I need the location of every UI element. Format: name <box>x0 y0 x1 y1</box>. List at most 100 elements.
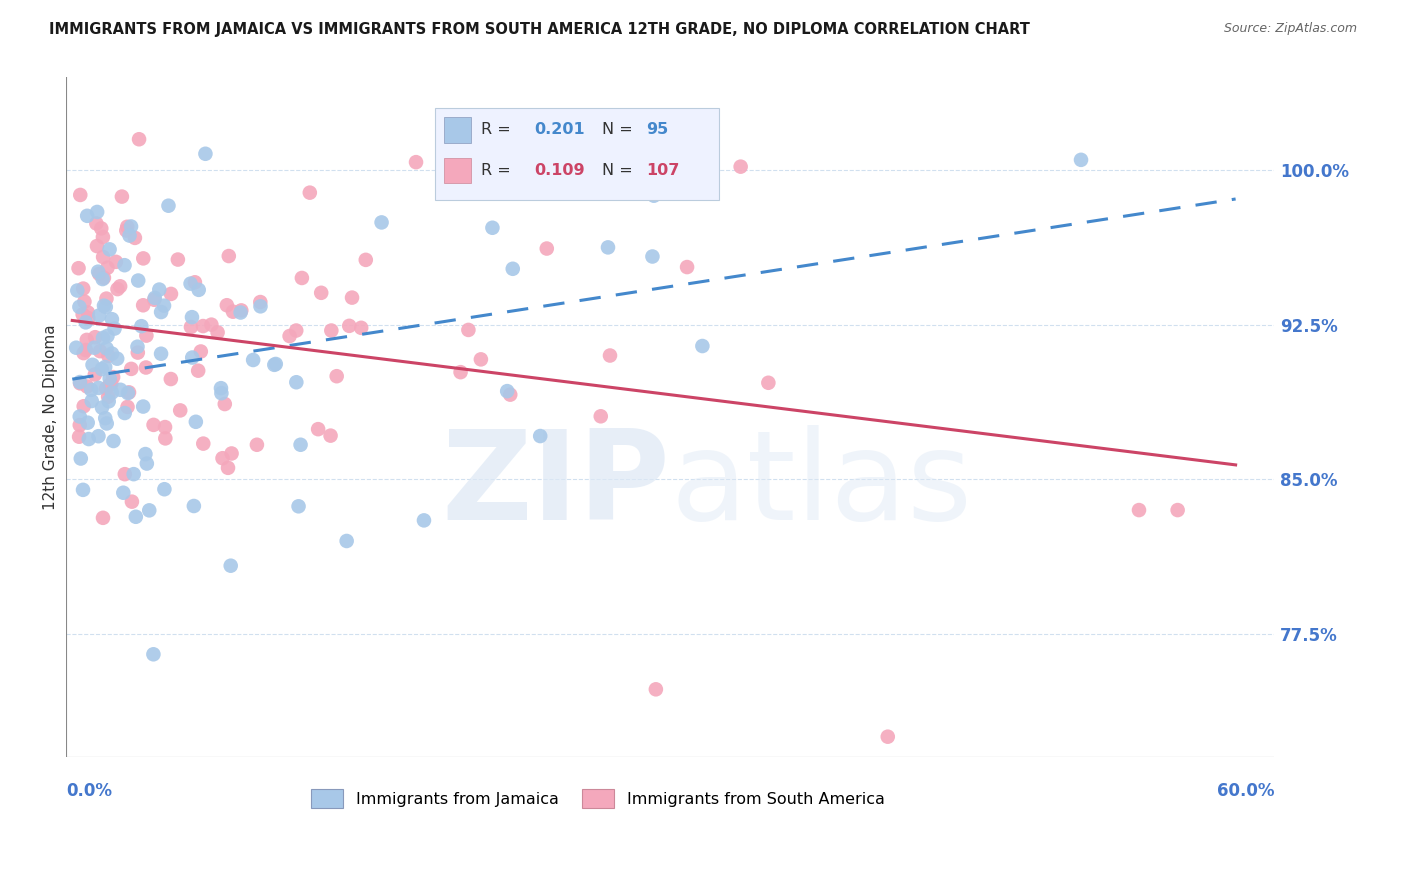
Point <box>114 406 136 420</box>
Point <box>87 381 110 395</box>
Point <box>83 368 105 382</box>
Point <box>135 328 157 343</box>
Point <box>67 300 90 314</box>
Point <box>589 409 612 424</box>
Point <box>150 347 173 361</box>
Point <box>65 341 87 355</box>
Point <box>450 365 472 379</box>
Point <box>215 298 238 312</box>
Point <box>72 307 94 321</box>
Text: 95: 95 <box>647 122 668 137</box>
Point <box>94 411 117 425</box>
Point <box>97 349 120 363</box>
Point <box>143 291 166 305</box>
Point <box>180 320 202 334</box>
Text: 60.0%: 60.0% <box>1216 782 1274 800</box>
Point <box>91 511 114 525</box>
Point <box>91 331 114 345</box>
Point <box>200 318 222 332</box>
Point <box>340 291 363 305</box>
Point <box>221 446 243 460</box>
Point <box>249 295 271 310</box>
Point <box>89 267 111 281</box>
Point <box>246 438 269 452</box>
Point <box>86 239 108 253</box>
Point <box>75 343 97 357</box>
Point <box>876 730 898 744</box>
Point <box>90 221 112 235</box>
Point <box>103 321 125 335</box>
Point <box>73 399 96 413</box>
Point <box>115 223 138 237</box>
Point <box>91 401 114 415</box>
Point <box>69 376 91 391</box>
Point <box>87 265 110 279</box>
Point <box>83 341 105 355</box>
Point <box>80 394 103 409</box>
Point <box>90 362 112 376</box>
Point <box>287 500 309 514</box>
Point <box>77 432 100 446</box>
Text: 0.201: 0.201 <box>534 122 585 137</box>
Point <box>98 243 121 257</box>
Point <box>76 333 98 347</box>
Point <box>124 231 146 245</box>
Point <box>110 383 132 397</box>
Point <box>132 298 155 312</box>
Y-axis label: 12th Grade, No Diploma: 12th Grade, No Diploma <box>44 325 58 510</box>
Point <box>193 436 215 450</box>
Point <box>209 381 232 395</box>
Point <box>101 385 124 400</box>
Point <box>148 283 170 297</box>
Point <box>496 384 519 398</box>
Point <box>231 303 253 318</box>
Point <box>118 385 141 400</box>
Text: 0.109: 0.109 <box>534 163 585 178</box>
Point <box>115 219 138 234</box>
Point <box>101 346 124 360</box>
Point <box>167 252 190 267</box>
Point <box>80 383 103 397</box>
Point <box>143 293 166 307</box>
Point <box>160 372 183 386</box>
Point <box>114 258 136 272</box>
Point <box>103 434 125 448</box>
Text: IMMIGRANTS FROM JAMAICA VS IMMIGRANTS FROM SOUTH AMERICA 12TH GRADE, NO DIPLOMA : IMMIGRANTS FROM JAMAICA VS IMMIGRANTS FR… <box>49 22 1031 37</box>
Point <box>127 345 149 359</box>
Point <box>211 451 233 466</box>
Point <box>67 430 90 444</box>
Point <box>125 509 148 524</box>
Point <box>128 132 150 146</box>
Point <box>181 310 204 325</box>
Point <box>730 160 752 174</box>
Point <box>96 329 118 343</box>
FancyBboxPatch shape <box>444 158 471 184</box>
Point <box>98 377 121 392</box>
Point <box>207 326 229 340</box>
Point <box>132 252 155 266</box>
Point <box>82 358 104 372</box>
Point <box>69 418 91 433</box>
Point <box>97 390 120 404</box>
Point <box>499 387 522 401</box>
Text: R =: R = <box>481 122 516 137</box>
Point <box>651 132 673 146</box>
Point <box>285 324 308 338</box>
Point <box>155 431 177 445</box>
Point <box>457 323 479 337</box>
Point <box>218 249 240 263</box>
Point <box>118 228 141 243</box>
Point <box>98 371 121 385</box>
Point <box>89 309 111 323</box>
Point <box>405 155 427 169</box>
Text: 107: 107 <box>647 163 679 178</box>
Point <box>370 215 392 229</box>
Point <box>599 349 621 363</box>
Point <box>91 230 114 244</box>
Point <box>307 422 329 436</box>
Point <box>69 375 91 389</box>
Point <box>184 415 207 429</box>
Point <box>1128 503 1150 517</box>
Point <box>229 305 252 319</box>
Point <box>89 344 111 359</box>
